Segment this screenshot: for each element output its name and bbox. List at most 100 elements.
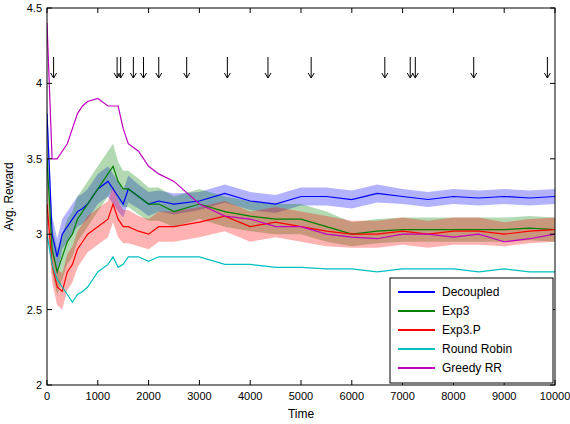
x-tick	[555, 380, 556, 385]
legend-swatch	[398, 348, 435, 350]
y-axis-label: Avg. Reward	[2, 162, 16, 230]
arrow-head	[471, 73, 477, 78]
arrow-head	[308, 73, 314, 78]
arrow-head	[382, 73, 388, 78]
arrow-head	[265, 73, 271, 78]
legend: Decoupled Exp3 Exp3.P Round Robin Greedy RR	[390, 278, 553, 383]
x-tick	[148, 8, 149, 13]
arrow-head	[130, 73, 136, 78]
y-tick	[47, 158, 52, 159]
y-tick-label: 3.5	[27, 153, 42, 165]
legend-swatch	[398, 310, 435, 312]
arrow-shaft	[186, 57, 187, 78]
x-tick	[199, 380, 200, 385]
event-arrow	[265, 57, 271, 78]
event-arrow	[118, 57, 124, 78]
y-tick	[47, 234, 52, 235]
x-tick-label: 2000	[136, 390, 160, 402]
x-tick-label: 4000	[238, 390, 262, 402]
arrow-shaft	[267, 57, 268, 78]
x-tick	[47, 8, 48, 13]
x-axis-label: Time	[288, 407, 315, 421]
x-tick	[402, 8, 403, 13]
event-arrow	[184, 57, 190, 78]
x-tick	[351, 8, 352, 13]
x-tick	[148, 380, 149, 385]
arrow-shaft	[120, 57, 121, 78]
x-tick	[504, 8, 505, 13]
event-arrow	[224, 57, 230, 78]
y-tick	[47, 309, 52, 310]
x-tick-label: 0	[44, 390, 50, 402]
event-arrow	[130, 57, 136, 78]
legend-swatch	[398, 329, 435, 331]
y-tick	[550, 158, 555, 159]
x-tick	[555, 8, 556, 13]
y-tick	[550, 234, 555, 235]
x-tick	[97, 380, 98, 385]
event-arrow	[141, 57, 147, 78]
event-arrow	[51, 57, 57, 78]
x-tick-label: 3000	[187, 390, 211, 402]
legend-box	[390, 278, 553, 383]
y-tick	[550, 385, 555, 386]
arrow-shaft	[384, 57, 385, 78]
arrow-shaft	[547, 57, 548, 78]
legend-swatch	[398, 291, 435, 293]
legend-label: Exp3.P	[442, 323, 481, 337]
arrow-shaft	[473, 57, 474, 78]
y-tick	[47, 83, 52, 84]
x-tick	[250, 380, 251, 385]
arrow-shaft	[53, 57, 54, 78]
event-arrow	[544, 57, 550, 78]
y-tick-label: 2	[36, 379, 42, 391]
arrow-head	[184, 73, 190, 78]
x-tick-label: 10000	[540, 390, 570, 402]
legend-label: Round Robin	[442, 342, 512, 356]
series-line	[47, 23, 555, 242]
arrow-head	[544, 73, 550, 78]
legend-swatch	[398, 367, 435, 369]
arrow-head	[51, 73, 57, 78]
x-tick	[250, 8, 251, 13]
y-tick-label: 4	[36, 77, 42, 89]
arrow-head	[156, 73, 162, 78]
arrow-shaft	[158, 57, 159, 78]
arrow-shaft	[227, 57, 228, 78]
plot-bg	[47, 8, 555, 385]
arrow-head	[224, 73, 230, 78]
legend-label: Greedy RR	[442, 361, 502, 375]
arrow-head	[412, 73, 418, 78]
legend-label: Exp3	[442, 304, 470, 318]
series-line	[47, 234, 555, 302]
arrow-head	[141, 73, 147, 78]
event-arrow	[156, 57, 162, 78]
legend-label: Decoupled	[442, 285, 499, 299]
arrow-shaft	[117, 57, 118, 78]
x-tick	[453, 8, 454, 13]
y-tick	[47, 385, 52, 386]
x-tick-label: 9000	[492, 390, 516, 402]
x-tick-label: 8000	[441, 390, 465, 402]
series-line	[47, 159, 555, 272]
event-arrow	[382, 57, 388, 78]
event-arrow	[412, 57, 418, 78]
plot-area	[47, 23, 555, 310]
x-tick-label: 5000	[289, 390, 313, 402]
x-tick	[351, 380, 352, 385]
y-tick	[47, 8, 52, 9]
y-tick	[550, 8, 555, 9]
event-arrow	[407, 57, 413, 78]
x-tick	[97, 8, 98, 13]
chart: 0100020003000400050006000700080009000100…	[0, 0, 570, 424]
arrow-shaft	[415, 57, 416, 78]
x-tick	[301, 380, 302, 385]
y-tick-label: 2.5	[27, 304, 42, 316]
arrow-shaft	[133, 57, 134, 78]
x-tick	[47, 380, 48, 385]
x-tick-label: 6000	[340, 390, 364, 402]
x-tick	[199, 8, 200, 13]
arrow-shaft	[410, 57, 411, 78]
arrow-head	[118, 73, 124, 78]
x-tick-label: 7000	[390, 390, 414, 402]
